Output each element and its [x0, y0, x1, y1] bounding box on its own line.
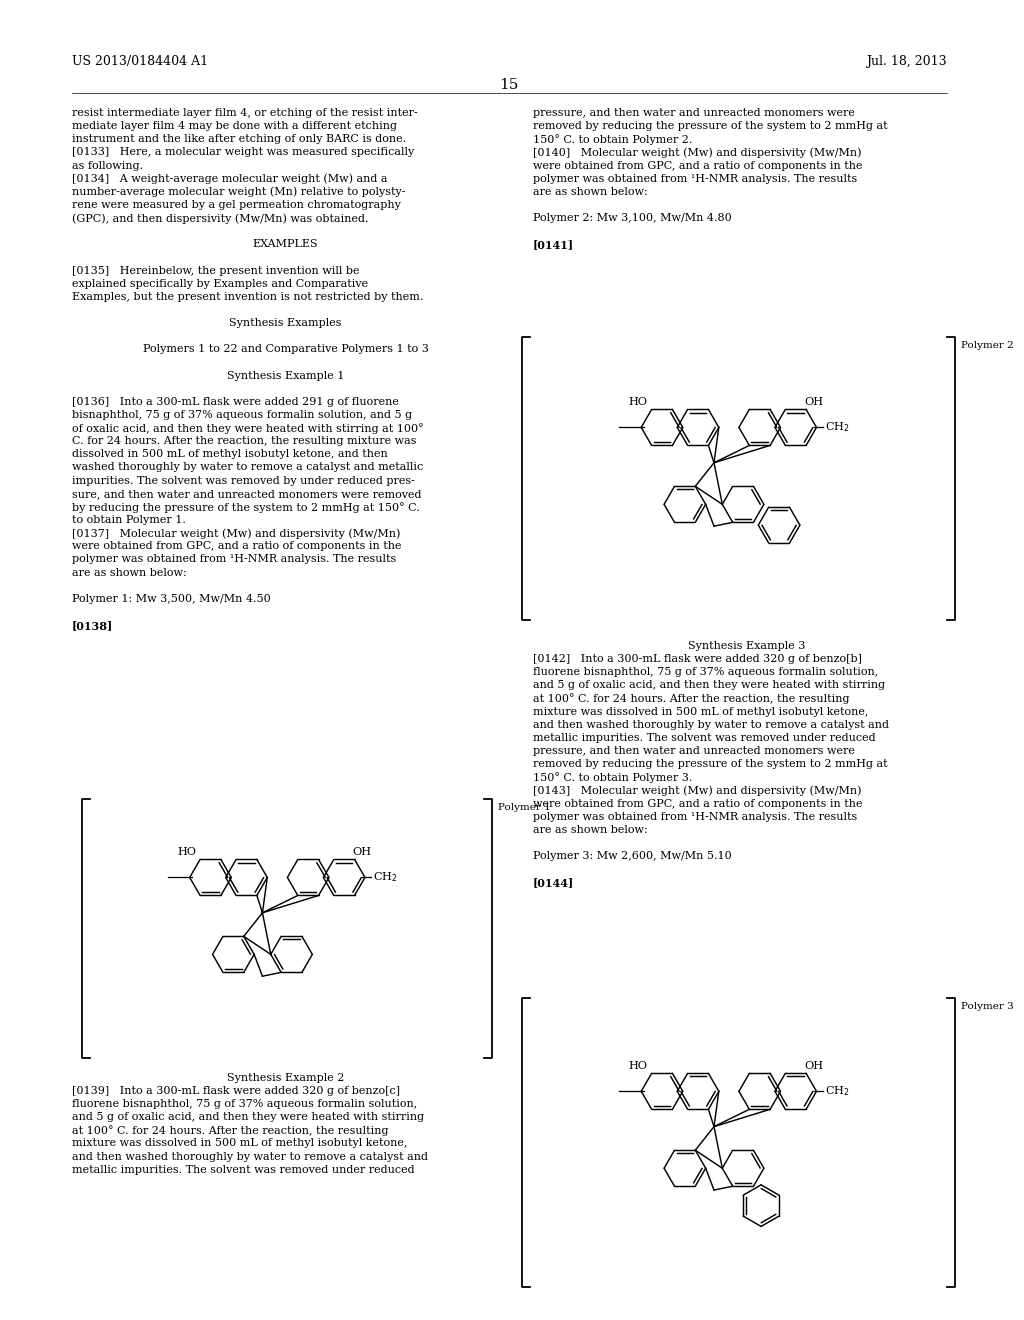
- Text: of oxalic acid, and then they were heated with stirring at 100°: of oxalic acid, and then they were heate…: [72, 424, 423, 434]
- Text: removed by reducing the pressure of the system to 2 mmHg at: removed by reducing the pressure of the …: [534, 121, 888, 131]
- Text: US 2013/0184404 A1: US 2013/0184404 A1: [72, 55, 208, 69]
- Text: HO: HO: [629, 396, 647, 407]
- Text: [0143]   Molecular weight (Mw) and dispersivity (Mw/Mn): [0143] Molecular weight (Mw) and dispers…: [534, 785, 861, 796]
- Text: polymer was obtained from ¹H-NMR analysis. The results: polymer was obtained from ¹H-NMR analysi…: [534, 174, 857, 183]
- Text: and 5 g of oxalic acid, and then they were heated with stirring: and 5 g of oxalic acid, and then they we…: [534, 681, 885, 690]
- Text: [0144]: [0144]: [534, 878, 574, 888]
- Text: pressure, and then water and unreacted monomers were: pressure, and then water and unreacted m…: [534, 746, 855, 756]
- Text: [0142]   Into a 300-mL flask were added 320 g of benzo[b]: [0142] Into a 300-mL flask were added 32…: [534, 655, 862, 664]
- Text: [0139]   Into a 300-mL flask were added 320 g of benzo[c]: [0139] Into a 300-mL flask were added 32…: [72, 1086, 399, 1096]
- Text: Polymer 3: Mw 2,600, Mw/Mn 5.10: Polymer 3: Mw 2,600, Mw/Mn 5.10: [534, 851, 732, 861]
- Text: Polymer 1: Mw 3,500, Mw/Mn 4.50: Polymer 1: Mw 3,500, Mw/Mn 4.50: [72, 594, 270, 603]
- Text: by reducing the pressure of the system to 2 mmHg at 150° C.: by reducing the pressure of the system t…: [72, 502, 420, 512]
- Text: rene were measured by a gel permeation chromatography: rene were measured by a gel permeation c…: [72, 199, 400, 210]
- Text: 15: 15: [500, 78, 519, 92]
- Text: were obtained from GPC, and a ratio of components in the: were obtained from GPC, and a ratio of c…: [534, 799, 862, 809]
- Text: Jul. 18, 2013: Jul. 18, 2013: [866, 55, 947, 69]
- Text: [0136]   Into a 300-mL flask were added 291 g of fluorene: [0136] Into a 300-mL flask were added 29…: [72, 397, 398, 407]
- Text: number-average molecular weight (Mn) relative to polysty-: number-average molecular weight (Mn) rel…: [72, 186, 406, 197]
- Text: CH$_2$: CH$_2$: [824, 1085, 850, 1098]
- Text: OH: OH: [804, 396, 823, 407]
- Text: CH$_2$: CH$_2$: [824, 421, 850, 434]
- Text: were obtained from GPC, and a ratio of components in the: were obtained from GPC, and a ratio of c…: [72, 541, 401, 552]
- Text: mixture was dissolved in 500 mL of methyl isobutyl ketone,: mixture was dissolved in 500 mL of methy…: [534, 706, 868, 717]
- Text: Polymer 3: Polymer 3: [961, 1002, 1014, 1011]
- Text: [0134]   A weight-average molecular weight (Mw) and a: [0134] A weight-average molecular weight…: [72, 174, 387, 185]
- Text: [0137]   Molecular weight (Mw) and dispersivity (Mw/Mn): [0137] Molecular weight (Mw) and dispers…: [72, 528, 400, 539]
- Text: at 100° C. for 24 hours. After the reaction, the resulting: at 100° C. for 24 hours. After the react…: [72, 1125, 388, 1137]
- Text: metallic impurities. The solvent was removed under reduced: metallic impurities. The solvent was rem…: [534, 733, 876, 743]
- Text: instrument and the like after etching of only BARC is done.: instrument and the like after etching of…: [72, 135, 406, 144]
- Text: Synthesis Examples: Synthesis Examples: [229, 318, 342, 329]
- Text: as following.: as following.: [72, 161, 142, 170]
- Text: dissolved in 500 mL of methyl isobutyl ketone, and then: dissolved in 500 mL of methyl isobutyl k…: [72, 449, 387, 459]
- Text: OH: OH: [352, 846, 372, 857]
- Text: polymer was obtained from ¹H-NMR analysis. The results: polymer was obtained from ¹H-NMR analysi…: [72, 554, 396, 565]
- Text: polymer was obtained from ¹H-NMR analysis. The results: polymer was obtained from ¹H-NMR analysi…: [534, 812, 857, 822]
- Text: OH: OH: [804, 1060, 823, 1071]
- Text: [0133]   Here, a molecular weight was measured specifically: [0133] Here, a molecular weight was meas…: [72, 148, 414, 157]
- Text: HO: HO: [177, 846, 196, 857]
- Text: and then washed thoroughly by water to remove a catalyst and: and then washed thoroughly by water to r…: [534, 719, 889, 730]
- Text: sure, and then water and unreacted monomers were removed: sure, and then water and unreacted monom…: [72, 488, 421, 499]
- Text: removed by reducing the pressure of the system to 2 mmHg at: removed by reducing the pressure of the …: [534, 759, 888, 770]
- Text: are as shown below:: are as shown below:: [534, 825, 648, 836]
- Text: pressure, and then water and unreacted monomers were: pressure, and then water and unreacted m…: [534, 108, 855, 117]
- Text: mediate layer film 4 may be done with a different etching: mediate layer film 4 may be done with a …: [72, 121, 396, 131]
- Text: [0135]   Hereinbelow, the present invention will be: [0135] Hereinbelow, the present inventio…: [72, 265, 359, 276]
- Text: Synthesis Example 2: Synthesis Example 2: [226, 1073, 344, 1082]
- Text: CH$_2$: CH$_2$: [373, 871, 398, 884]
- Text: to obtain Polymer 1.: to obtain Polymer 1.: [72, 515, 185, 525]
- Text: [0140]   Molecular weight (Mw) and dispersivity (Mw/Mn): [0140] Molecular weight (Mw) and dispers…: [534, 148, 861, 158]
- Text: 150° C. to obtain Polymer 3.: 150° C. to obtain Polymer 3.: [534, 772, 692, 783]
- Text: impurities. The solvent was removed by under reduced pres-: impurities. The solvent was removed by u…: [72, 475, 415, 486]
- Text: Polymer 2: Polymer 2: [961, 341, 1014, 350]
- Text: EXAMPLES: EXAMPLES: [253, 239, 318, 249]
- Text: (GPC), and then dispersivity (Mw/Mn) was obtained.: (GPC), and then dispersivity (Mw/Mn) was…: [72, 213, 368, 223]
- Text: Synthesis Example 1: Synthesis Example 1: [226, 371, 344, 380]
- Text: are as shown below:: are as shown below:: [534, 186, 648, 197]
- Text: and 5 g of oxalic acid, and then they were heated with stirring: and 5 g of oxalic acid, and then they we…: [72, 1113, 424, 1122]
- Text: resist intermediate layer film 4, or etching of the resist inter-: resist intermediate layer film 4, or etc…: [72, 108, 418, 117]
- Text: and then washed thoroughly by water to remove a catalyst and: and then washed thoroughly by water to r…: [72, 1151, 428, 1162]
- Text: HO: HO: [629, 1060, 647, 1071]
- Text: Polymer 1: Polymer 1: [499, 804, 551, 812]
- Text: Polymers 1 to 22 and Comparative Polymers 1 to 3: Polymers 1 to 22 and Comparative Polymer…: [142, 345, 428, 354]
- Text: are as shown below:: are as shown below:: [72, 568, 186, 578]
- Text: metallic impurities. The solvent was removed under reduced: metallic impurities. The solvent was rem…: [72, 1164, 415, 1175]
- Text: [0141]: [0141]: [534, 239, 574, 251]
- Text: 150° C. to obtain Polymer 2.: 150° C. to obtain Polymer 2.: [534, 135, 692, 145]
- Text: fluorene bisnaphthol, 75 g of 37% aqueous formalin solution,: fluorene bisnaphthol, 75 g of 37% aqueou…: [534, 668, 879, 677]
- Text: Examples, but the present invention is not restricted by them.: Examples, but the present invention is n…: [72, 292, 423, 302]
- Text: washed thoroughly by water to remove a catalyst and metallic: washed thoroughly by water to remove a c…: [72, 462, 423, 473]
- Text: were obtained from GPC, and a ratio of components in the: were obtained from GPC, and a ratio of c…: [534, 161, 862, 170]
- Text: [0138]: [0138]: [72, 620, 113, 631]
- Text: C. for 24 hours. After the reaction, the resulting mixture was: C. for 24 hours. After the reaction, the…: [72, 436, 416, 446]
- Text: Synthesis Example 3: Synthesis Example 3: [688, 642, 806, 651]
- Text: explained specifically by Examples and Comparative: explained specifically by Examples and C…: [72, 279, 368, 289]
- Text: bisnaphthol, 75 g of 37% aqueous formalin solution, and 5 g: bisnaphthol, 75 g of 37% aqueous formali…: [72, 411, 412, 420]
- Text: at 100° C. for 24 hours. After the reaction, the resulting: at 100° C. for 24 hours. After the react…: [534, 693, 850, 705]
- Text: mixture was dissolved in 500 mL of methyl isobutyl ketone,: mixture was dissolved in 500 mL of methy…: [72, 1138, 407, 1148]
- Text: fluorene bisnaphthol, 75 g of 37% aqueous formalin solution,: fluorene bisnaphthol, 75 g of 37% aqueou…: [72, 1100, 417, 1109]
- Text: Polymer 2: Mw 3,100, Mw/Mn 4.80: Polymer 2: Mw 3,100, Mw/Mn 4.80: [534, 213, 732, 223]
